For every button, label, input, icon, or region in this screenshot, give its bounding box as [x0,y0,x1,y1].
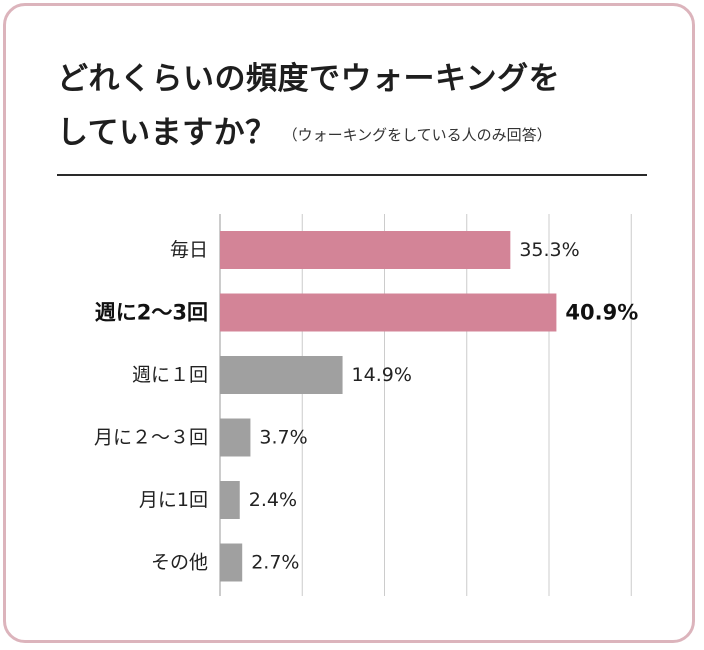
bar [220,481,240,519]
category-label: 月に２〜３回 [94,427,208,449]
value-label: 40.9% [565,301,638,325]
value-label: 14.9% [352,364,412,386]
category-label: 週に１回 [132,364,208,386]
value-label: 2.7% [251,552,299,574]
value-label: 3.7% [259,427,307,449]
title-line-2: していますか？ [57,115,277,151]
value-label: 2.4% [249,489,297,511]
bar [220,293,557,332]
value-label: 35.3% [519,239,579,261]
title-note: （ウォーキングをしている人のみ回答） [282,125,552,144]
title-line-1: どれくらいの頻度でウォーキングを [57,61,561,97]
category-label: 週に2〜3回 [95,301,208,325]
category-label: 毎日 [170,239,208,261]
bar [220,543,243,582]
bar [220,356,343,394]
bar [220,231,511,269]
category-label: その他 [151,552,208,574]
title-divider [57,174,647,176]
chart-title: どれくらいの頻度でウォーキングを していますか？ （ウォーキングをしている人のみ回… [57,52,657,162]
bar [220,418,251,457]
category-label: 月に1回 [139,489,208,511]
